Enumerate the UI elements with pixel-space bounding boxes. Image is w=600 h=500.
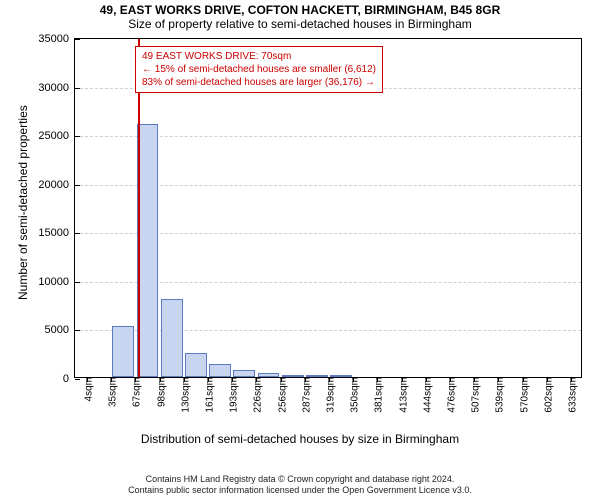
histogram-bar [185, 353, 207, 377]
x-tick-label: 161sqm [201, 377, 216, 413]
callout-box: 49 EAST WORKS DRIVE: 70sqm ← 15% of semi… [135, 46, 383, 93]
chart-container: 49, EAST WORKS DRIVE, COFTON HACKETT, BI… [0, 0, 600, 500]
y-tick-label: 35000 [38, 33, 75, 45]
x-tick-label: 35sqm [104, 377, 119, 407]
x-tick-label: 413sqm [394, 377, 409, 413]
histogram-bar [209, 364, 231, 377]
callout-line-2: ← 15% of semi-detached houses are smalle… [142, 63, 376, 76]
x-tick-label: 381sqm [370, 377, 385, 413]
x-tick-label: 444sqm [418, 377, 433, 413]
title-line-1: 49, EAST WORKS DRIVE, COFTON HACKETT, BI… [0, 3, 600, 17]
x-tick-label: 256sqm [273, 377, 288, 413]
histogram-bar [233, 370, 255, 377]
y-tick-label: 25000 [38, 130, 75, 142]
y-tick-label: 0 [63, 373, 75, 385]
x-tick-label: 350sqm [346, 377, 361, 413]
x-tick-label: 4sqm [80, 377, 95, 401]
y-tick-label: 5000 [45, 324, 75, 336]
footer: Contains HM Land Registry data © Crown c… [0, 474, 600, 497]
footer-line-1: Contains HM Land Registry data © Crown c… [0, 474, 600, 485]
x-tick-label: 98sqm [152, 377, 167, 407]
x-tick-label: 507sqm [467, 377, 482, 413]
x-tick-label: 287sqm [297, 377, 312, 413]
callout-line-3: 83% of semi-detached houses are larger (… [142, 76, 376, 89]
x-tick-label: 602sqm [539, 377, 554, 413]
histogram-bar [161, 299, 183, 377]
x-tick-label: 539sqm [491, 377, 506, 413]
x-tick-label: 130sqm [176, 377, 191, 413]
x-tick-label: 226sqm [249, 377, 264, 413]
x-tick-label: 633sqm [563, 377, 578, 413]
title-line-2: Size of property relative to semi-detach… [0, 17, 600, 31]
x-tick-label: 570sqm [515, 377, 530, 413]
x-tick-label: 193sqm [225, 377, 240, 413]
y-tick-label: 20000 [38, 179, 75, 191]
x-axis-label: Distribution of semi-detached houses by … [0, 432, 600, 446]
y-axis-label: Number of semi-detached properties [16, 105, 30, 300]
x-tick-label: 67sqm [128, 377, 143, 407]
x-tick-label: 319sqm [322, 377, 337, 413]
y-tick-label: 30000 [38, 82, 75, 94]
histogram-bar [112, 326, 134, 377]
x-tick-label: 476sqm [442, 377, 457, 413]
footer-line-2: Contains public sector information licen… [0, 485, 600, 496]
y-tick-label: 10000 [38, 276, 75, 288]
callout-line-1: 49 EAST WORKS DRIVE: 70sqm [142, 50, 376, 63]
title-block: 49, EAST WORKS DRIVE, COFTON HACKETT, BI… [0, 3, 600, 31]
histogram-bar [137, 124, 159, 377]
y-tick-label: 15000 [38, 227, 75, 239]
